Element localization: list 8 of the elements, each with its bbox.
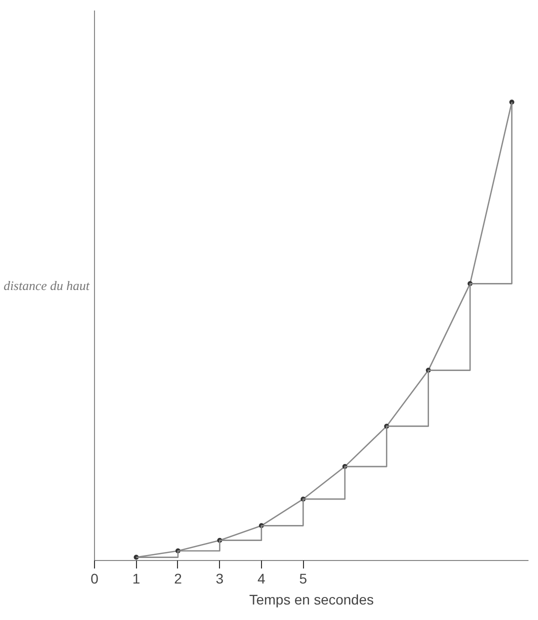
x-tick-label: 4 — [258, 570, 266, 586]
x-tick-label: 5 — [299, 570, 308, 586]
x-tick-label: 2 — [174, 570, 182, 586]
x-tick-label: 0 — [90, 570, 99, 586]
x-tick-label: 3 — [216, 570, 224, 586]
x-axis-title: Temps en secondes — [249, 592, 374, 608]
x-tick-label: 1 — [132, 570, 140, 586]
y-axis-title: distance du haut — [4, 278, 90, 293]
